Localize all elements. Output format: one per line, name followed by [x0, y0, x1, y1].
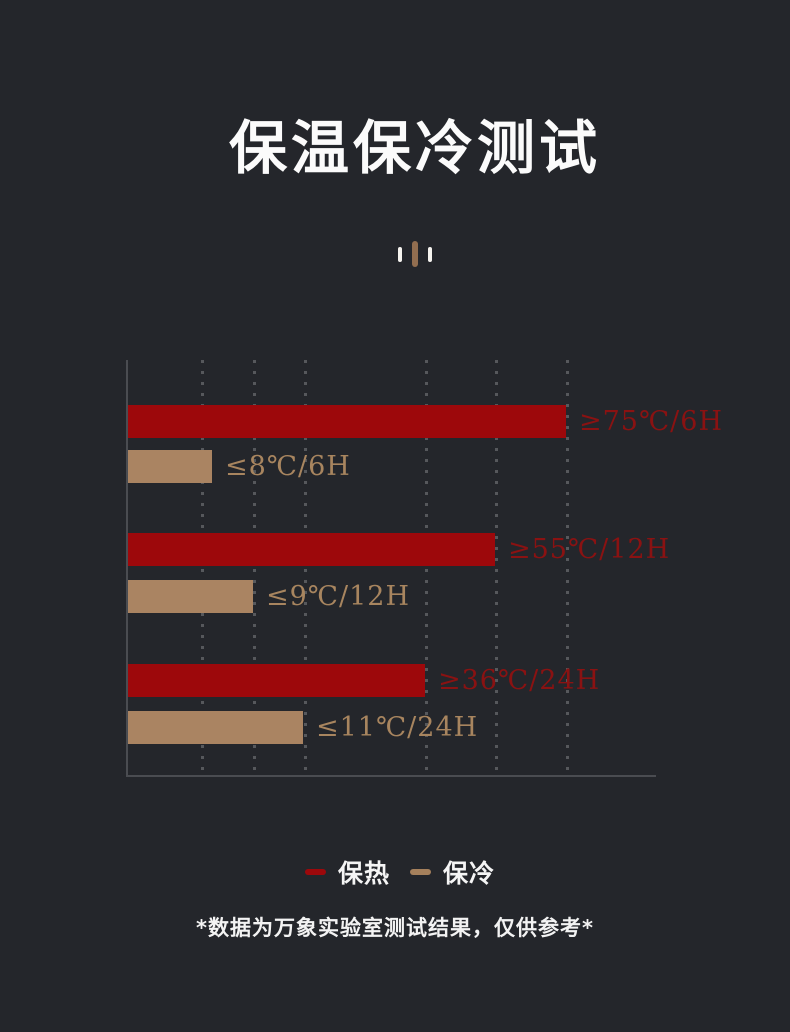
gridline — [495, 360, 498, 775]
bar-row-cold: ≤11℃/24H — [128, 711, 478, 744]
legend-swatch-hot — [304, 869, 326, 875]
bar-hot — [128, 405, 566, 438]
bar-row-hot: ≥75℃/6H — [128, 405, 723, 438]
gridline — [425, 360, 428, 775]
bar-hot — [128, 664, 425, 697]
section-divider — [0, 240, 790, 268]
bar-row-cold: ≤9℃/12H — [128, 580, 410, 613]
bar-row-hot: ≥55℃/12H — [128, 533, 670, 566]
bar-row-hot: ≥36℃/24H — [128, 664, 600, 697]
divider-tick-center — [412, 241, 418, 267]
bar-label: ≤9℃/12H — [266, 581, 411, 612]
bar-hot — [128, 533, 495, 566]
gridline — [566, 360, 569, 775]
bar-label: ≥75℃/6H — [579, 406, 724, 437]
divider-tick-left — [398, 246, 402, 262]
bar-label: ≤8℃/6H — [225, 451, 351, 482]
bar-cold — [128, 711, 303, 744]
y-axis-line — [126, 360, 128, 777]
bar-label: ≥36℃/24H — [438, 665, 601, 696]
divider-tick-right — [428, 246, 432, 262]
legend-label-hot: 保热 — [337, 859, 390, 888]
bar-cold — [128, 450, 212, 483]
legend-label-cold: 保冷 — [443, 859, 496, 888]
footnote: *数据为万象实验室测试结果，仅供参考* — [196, 916, 594, 940]
gridline — [304, 360, 307, 775]
page-title: 保温保冷测试 — [228, 114, 601, 182]
chart-legend: 保热 保冷 — [0, 855, 790, 889]
bar-label: ≥55℃/12H — [508, 534, 671, 565]
bar-label: ≤11℃/24H — [316, 712, 479, 743]
bar-row-cold: ≤8℃/6H — [128, 450, 351, 483]
legend-swatch-cold — [410, 869, 431, 875]
x-axis-line — [126, 775, 656, 777]
bar-chart: ≥75℃/6H ≤8℃/6H ≥55℃/12H ≤9℃/12H ≥36℃/24H ≤11℃… — [0, 360, 790, 778]
bar-cold — [128, 580, 253, 613]
legend-item-cold: 保冷 — [410, 854, 495, 890]
legend-item-hot: 保热 — [304, 854, 390, 890]
gridline — [253, 360, 256, 775]
gridline — [201, 360, 204, 775]
